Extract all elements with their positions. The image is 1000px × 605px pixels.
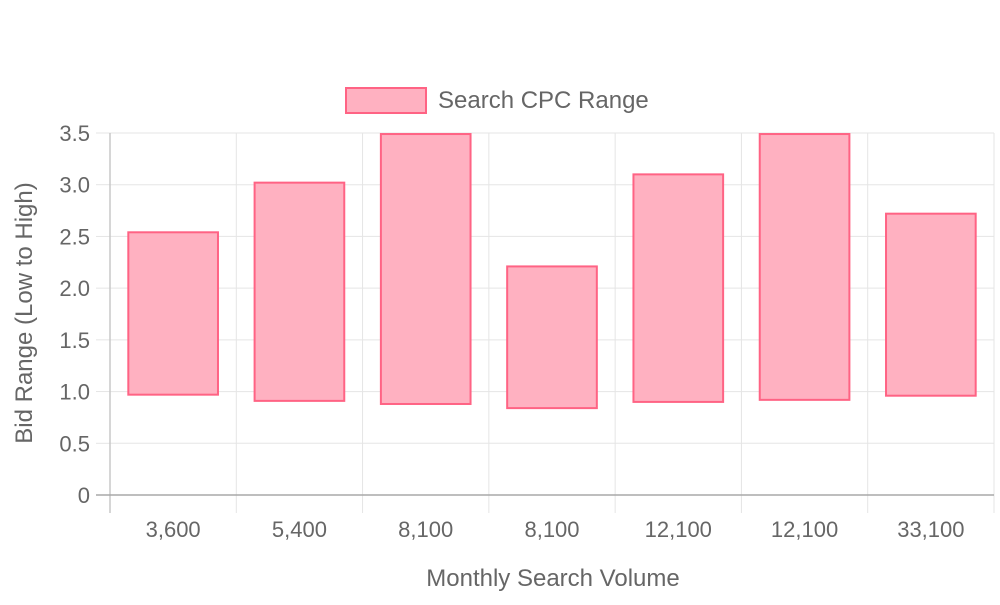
range-bar	[885, 212, 977, 397]
range-bar	[127, 231, 219, 396]
x-tick-label: 3,600	[146, 517, 201, 542]
range-bar	[253, 181, 346, 402]
range-bar	[758, 133, 851, 401]
y-tick-label: 3.0	[59, 173, 90, 198]
y-tick-label: 2.0	[59, 276, 90, 301]
range-bar	[379, 133, 472, 405]
y-tick-label: 1.5	[59, 328, 90, 353]
y-tick-label: 0.5	[59, 431, 90, 456]
range-bar	[632, 173, 725, 403]
range-bar	[506, 265, 598, 410]
x-tick-label: 12,100	[771, 517, 838, 542]
x-tick-label: 5,400	[272, 517, 327, 542]
x-tick-label: 12,100	[645, 517, 712, 542]
x-tick-label: 8,100	[398, 517, 453, 542]
y-tick-label: 2.5	[59, 224, 90, 249]
x-axis-title: Monthly Search Volume	[426, 565, 679, 592]
bars	[127, 133, 977, 410]
legend-label: Search CPC Range	[438, 87, 649, 114]
x-tick-label: 8,100	[524, 517, 579, 542]
y-tick-label: 1.0	[59, 380, 90, 405]
legend-swatch	[345, 87, 427, 114]
axes: 0 0.5 1.0 1.5 2.0 2.5 3.0 3.5 3,600 5,400 8,100 8,1…	[59, 121, 994, 542]
y-tick-label: 0	[78, 483, 90, 508]
y-tick-label: 3.5	[59, 121, 90, 146]
x-tick-label: 33,100	[897, 517, 964, 542]
legend[interactable]: Search CPC Range	[345, 87, 649, 114]
y-axis-title: Bid Range (Low to High)	[11, 182, 38, 443]
